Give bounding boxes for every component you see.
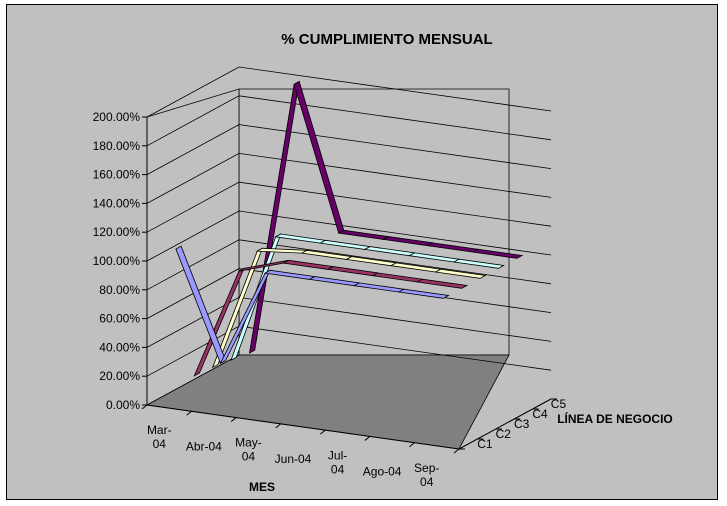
gridline bbox=[146, 210, 552, 262]
gridline bbox=[146, 181, 552, 233]
axes: 0.00% 20.00% 40.00% 60.00% 80.00% 100.00% 120.… bbox=[93, 110, 567, 489]
x-tick-label: Mar-04 bbox=[147, 423, 172, 451]
y-tick-label: 20.00% bbox=[99, 369, 140, 383]
x-tick-mark bbox=[186, 410, 192, 416]
series-c1 bbox=[175, 245, 450, 365]
gridline bbox=[146, 239, 552, 291]
gridline bbox=[146, 296, 552, 348]
chart-frame: % CUMPLIMIENTO MENSUAL 0.00% 20.00% 40.00%… bbox=[6, 4, 718, 500]
x-tick-mark bbox=[319, 429, 326, 435]
series-segment bbox=[471, 248, 524, 259]
back-wall bbox=[238, 88, 510, 356]
y-tick-label: 0.00% bbox=[106, 398, 140, 412]
x-tick-label: Ago-04 bbox=[363, 465, 402, 479]
z-tick-label: C4 bbox=[532, 407, 548, 421]
z-tick-label: C2 bbox=[496, 427, 512, 441]
x-tick-mark bbox=[141, 404, 148, 410]
z-axis-line bbox=[458, 398, 552, 450]
y-tick-label: 160.00% bbox=[93, 168, 141, 182]
y-tick-label: 40.00% bbox=[99, 340, 140, 354]
x-tick-mark bbox=[230, 417, 237, 422]
series-segment bbox=[415, 278, 469, 289]
series-segment bbox=[434, 268, 487, 279]
x-tick-label: Jun-04 bbox=[275, 452, 312, 466]
gridline bbox=[146, 124, 552, 175]
z-axis-title: LÍNEA DE NEGOCIO bbox=[557, 411, 673, 426]
z-tick-label: C5 bbox=[551, 397, 567, 411]
x-tick-label: Jul-04 bbox=[328, 448, 347, 476]
x-axis-title: MES bbox=[249, 480, 275, 494]
y-tick-label: 120.00% bbox=[93, 225, 141, 239]
x-tick-mark bbox=[364, 436, 371, 441]
chart-title: % CUMPLIMIENTO MENSUAL bbox=[281, 31, 492, 48]
gridline bbox=[146, 95, 552, 147]
gridline bbox=[146, 268, 552, 319]
z-tick-label: C3 bbox=[514, 417, 530, 431]
series-segment bbox=[397, 288, 450, 299]
z-tick-label: C1 bbox=[477, 437, 493, 451]
y-tick-label: 80.00% bbox=[99, 283, 140, 297]
y-tick-label: 200.00% bbox=[93, 110, 141, 124]
y-tick-label: 100.00% bbox=[93, 254, 141, 268]
x-axis-line bbox=[146, 404, 460, 450]
chart-plot: % CUMPLIMIENTO MENSUAL 0.00% 20.00% 40.00%… bbox=[93, 31, 673, 494]
y-tick-label: 140.00% bbox=[93, 196, 141, 210]
gridline bbox=[146, 152, 552, 204]
y-tick-label: 180.00% bbox=[93, 139, 141, 153]
x-tick-mark bbox=[275, 423, 282, 429]
y-tick-label: 60.00% bbox=[99, 312, 140, 326]
series-segment bbox=[452, 258, 505, 269]
series-c3 bbox=[211, 247, 487, 369]
series-layer bbox=[175, 80, 524, 377]
x-tick-mark bbox=[409, 442, 415, 448]
x-tick-label: May-04 bbox=[235, 436, 262, 464]
x-tick-label: Sep-04 bbox=[414, 461, 439, 489]
gridline bbox=[146, 66, 552, 118]
x-tick-label: Abr-04 bbox=[186, 439, 222, 453]
series-c2 bbox=[193, 259, 469, 377]
x-tick-mark bbox=[453, 448, 460, 454]
